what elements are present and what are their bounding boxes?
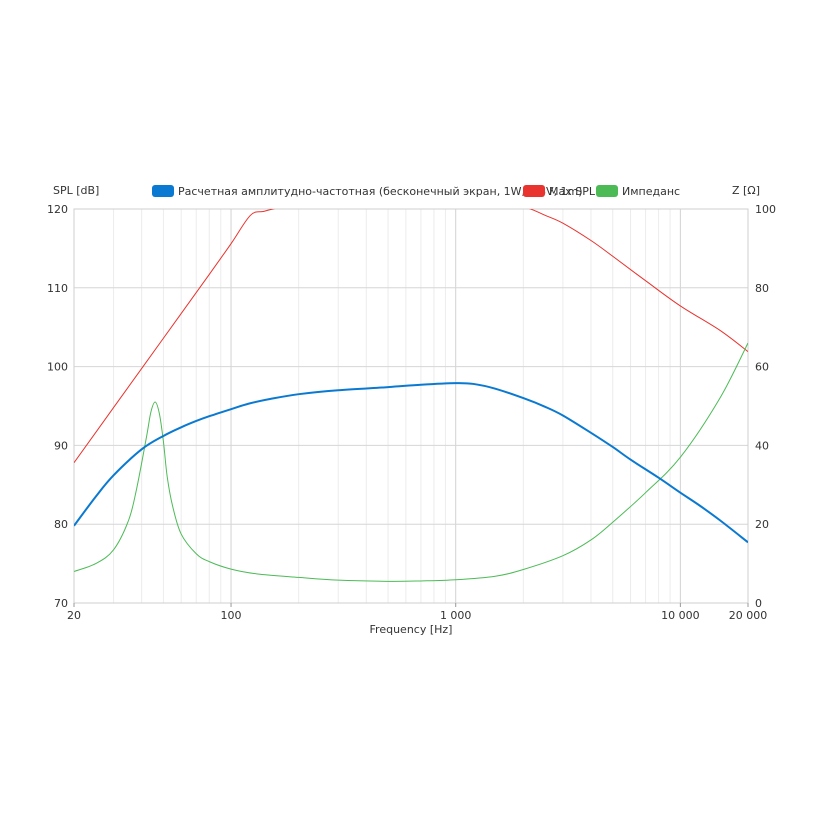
x-axis-title: Frequency [Hz] <box>370 623 453 636</box>
y-left-tick-label: 110 <box>47 282 68 295</box>
y-right-axis-ticks: 0 20 40 60 80 100 <box>755 203 776 610</box>
x-tick-label: 100 <box>221 609 242 622</box>
y-right-tick-label: 20 <box>755 518 769 531</box>
legend-swatch-max-spl <box>523 185 545 197</box>
x-tick-label: 20 <box>67 609 81 622</box>
major-gridlines <box>74 208 748 604</box>
legend-swatch-impedance <box>596 185 618 197</box>
y-left-axis-title: SPL [dB] <box>53 184 99 197</box>
plot-area-frame <box>73 208 749 604</box>
x-tick-label: 10 000 <box>661 609 700 622</box>
y-left-axis-ticks: 70 80 90 100 110 120 <box>47 203 68 610</box>
series-layer <box>74 209 748 582</box>
series-line-max-spl <box>74 209 748 464</box>
y-left-tick-label: 100 <box>47 361 68 374</box>
y-right-tick-label: 80 <box>755 282 769 295</box>
legend-label-impedance: Импеданс <box>622 185 680 198</box>
series-line-spl-response <box>74 382 748 544</box>
y-left-tick-label: 80 <box>54 518 68 531</box>
y-right-tick-label: 40 <box>755 439 769 452</box>
y-right-tick-label: 0 <box>755 597 762 610</box>
legend-label-max-spl: Max SPL <box>549 185 596 198</box>
y-right-axis-title: Z [Ω] <box>732 184 760 197</box>
legend-label-spl-response: Расчетная амплитудно-частотная (бесконеч… <box>178 185 583 198</box>
x-axis-ticks: 20 100 1 000 10 000 20 000 <box>67 603 767 622</box>
x-tick-label: 1 000 <box>440 609 472 622</box>
y-left-tick-label: 90 <box>54 439 68 452</box>
y-left-tick-label: 120 <box>47 203 68 216</box>
series-line-impedance <box>74 342 748 582</box>
y-right-tick-label: 100 <box>755 203 776 216</box>
y-right-tick-label: 60 <box>755 361 769 374</box>
legend: Расчетная амплитудно-частотная (бесконеч… <box>152 185 680 198</box>
x-tick-label: 20 000 <box>729 609 768 622</box>
legend-swatch-spl-response <box>152 185 174 197</box>
y-left-tick-label: 70 <box>54 597 68 610</box>
minor-gridlines <box>113 209 671 603</box>
